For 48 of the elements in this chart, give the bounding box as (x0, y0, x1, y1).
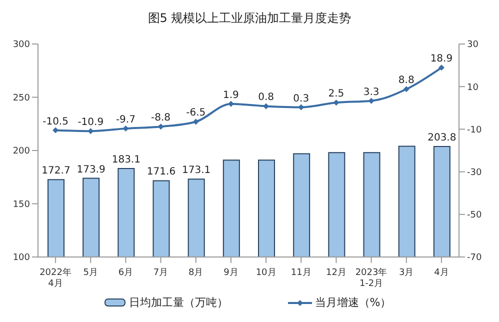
x-tick-label: 8月 (188, 268, 204, 278)
y2-tick-label: -70 (467, 253, 482, 264)
y2-tick-label: -10 (467, 125, 482, 136)
x-tick-label: 3月 (399, 268, 414, 278)
data-label: 18.9 (430, 54, 453, 65)
data-label: 0.8 (258, 92, 274, 104)
data-label: -9.7 (116, 114, 136, 126)
data-label: -10.9 (78, 117, 104, 128)
data-label: 8.8 (398, 75, 414, 86)
data-label: -8.8 (151, 112, 171, 124)
data-label: 173.1 (182, 165, 211, 176)
point (403, 86, 410, 92)
y-tick-label: 250 (12, 93, 30, 104)
y-tick-label: 100 (12, 253, 30, 264)
data-label: -10.5 (42, 116, 68, 128)
legend-label: 当月增速（%） (314, 295, 392, 310)
x-tick-label: 5月 (83, 268, 98, 278)
data-label: 2.5 (328, 88, 344, 100)
data-label: 0.3 (293, 93, 310, 104)
point (192, 118, 199, 125)
legend-label: 日均加工量（万吨） (128, 295, 228, 310)
y2-tick-label: -30 (467, 168, 482, 178)
y2-tick-label: -50 (467, 210, 482, 221)
x-tick-label: 12月 (326, 268, 346, 278)
data-label: 3.3 (363, 86, 380, 98)
y-tick-label: 150 (12, 200, 30, 210)
data-label: -6.5 (186, 108, 206, 119)
point (438, 64, 444, 71)
x-tick-label: 6月 (118, 268, 134, 278)
y-tick-label: 300 (12, 40, 30, 50)
x-tick-label: 11月 (290, 268, 312, 278)
chart-title: 图5 规模以上工业原油加工量月度走势 (146, 10, 352, 27)
y2-tick-label: 10 (467, 82, 479, 93)
point (333, 100, 340, 106)
data-label: 183.1 (112, 154, 140, 166)
x-tick-label: 2023年 1-2月 (355, 267, 388, 289)
data-label: 173.9 (76, 164, 106, 176)
y-tick-label: 200 (12, 146, 30, 157)
y2-tick-label: 30 (467, 40, 479, 50)
x-tick-label: 7月 (153, 268, 168, 278)
data-label: 172.7 (42, 166, 70, 177)
x-tick-label: 9月 (224, 268, 238, 278)
data-label: 203.8 (428, 132, 456, 144)
data-label: 1.9 (223, 90, 239, 101)
x-tick-label: 4月 (434, 268, 449, 278)
x-tick-label: 2022年 4月 (40, 267, 72, 289)
x-tick-label: 10月 (256, 268, 276, 278)
data-label: 171.6 (146, 166, 176, 178)
